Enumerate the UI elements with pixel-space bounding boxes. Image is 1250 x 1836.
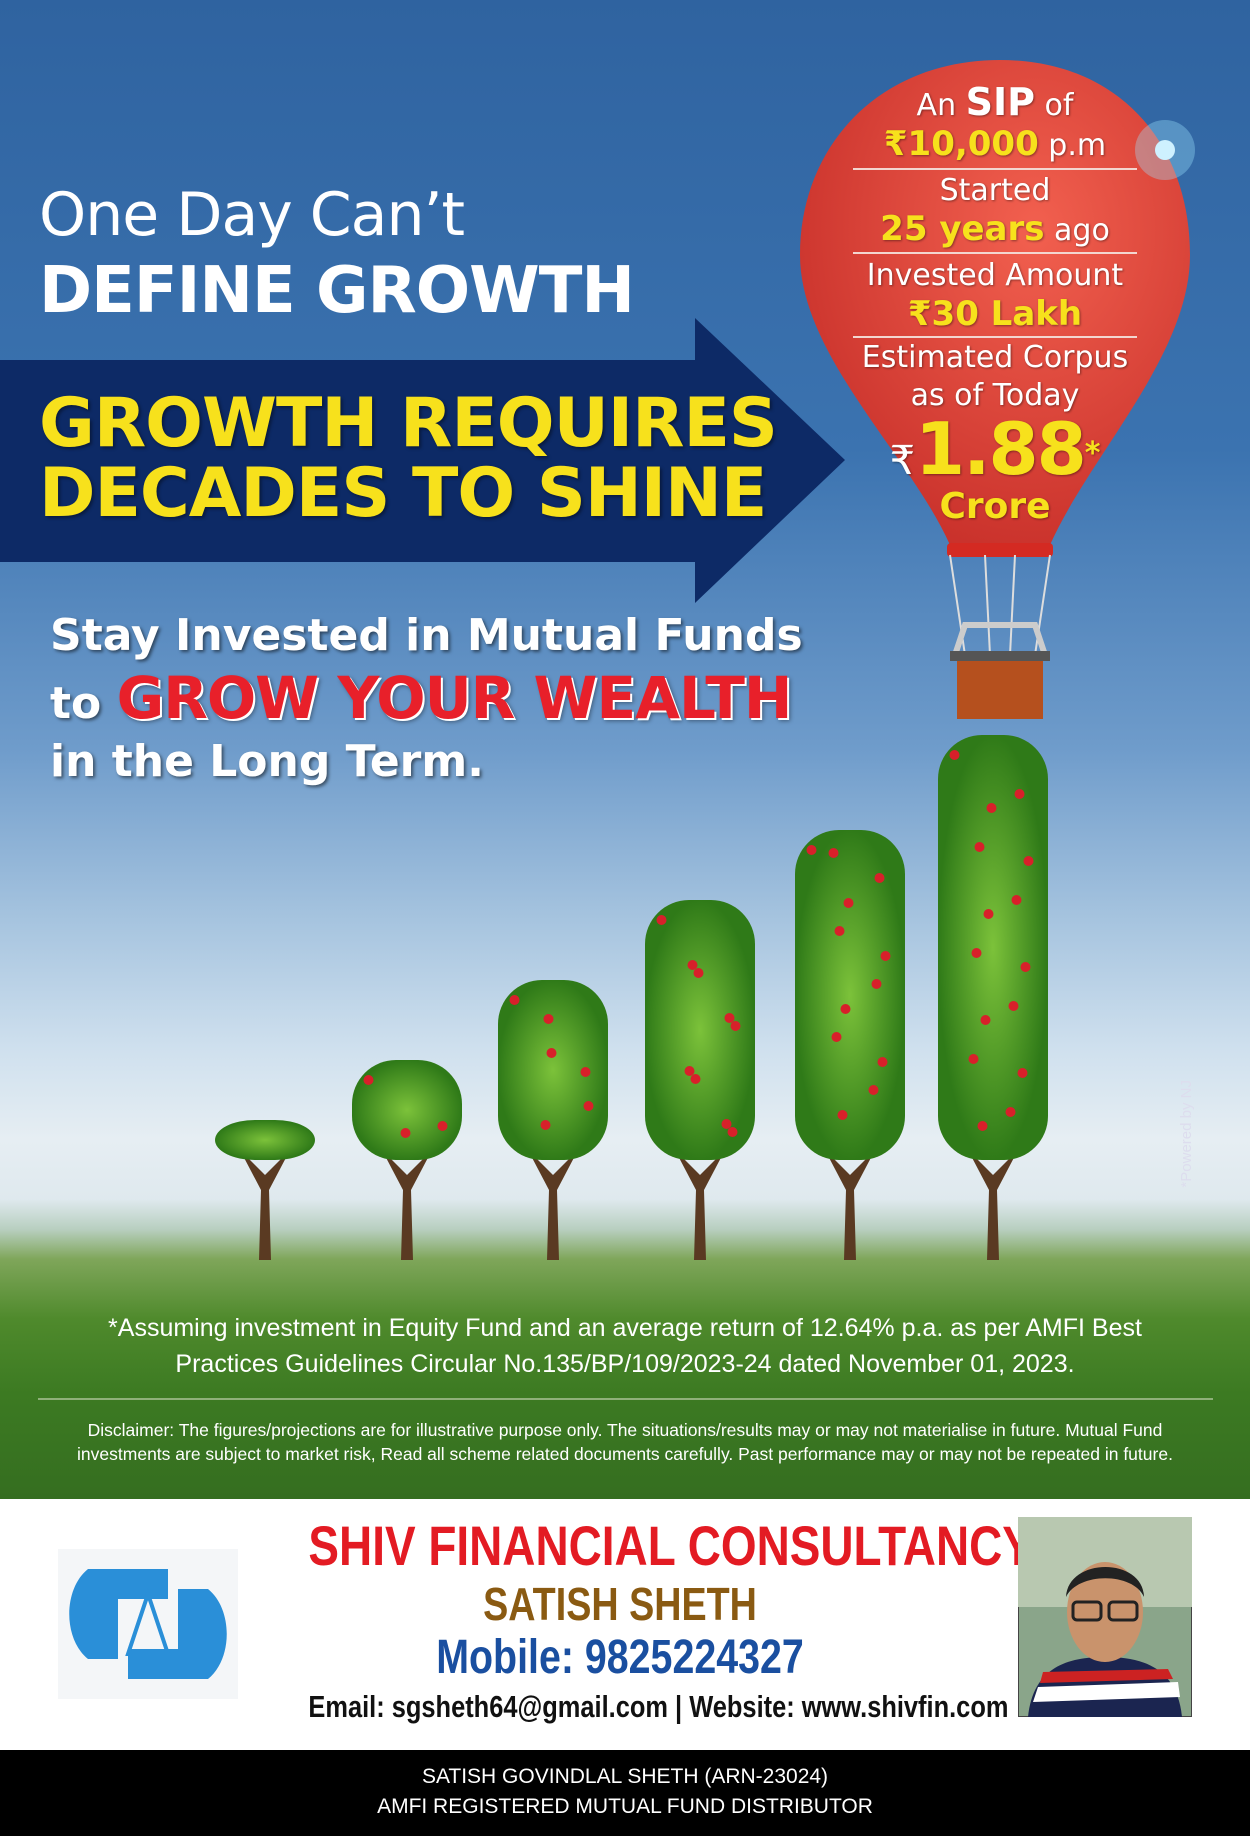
subtext-highlight: GROW YOUR WEALTH [116, 664, 793, 732]
tree [215, 1120, 315, 1260]
disclaimer: Disclaimer: The figures/projections are … [30, 1418, 1220, 1466]
rupee-symbol: ₹ [889, 438, 916, 484]
sip-bold: SIP [965, 80, 1035, 124]
footnote-line1: *Assuming investment in Equity Fund and … [108, 1314, 1142, 1342]
sip-line: An SIP of [850, 83, 1140, 123]
company-logo [58, 1549, 238, 1699]
sip-suffix: of [1034, 88, 1074, 123]
amount-line: ₹10,000 p.m [850, 124, 1140, 164]
hot-air-balloon [800, 60, 1195, 719]
footnote-line2: Practices Guidelines Circular No.135/BP/… [175, 1350, 1075, 1378]
tree [498, 980, 608, 1260]
headline-line1: One Day Can’t [39, 180, 465, 250]
years-suffix: ago [1044, 213, 1110, 248]
invested-value: ₹30 Lakh [907, 294, 1083, 334]
growing-trees-illustration [215, 735, 1048, 1260]
advisor-name: SATISH SHETH [483, 1578, 757, 1630]
banner-line1: GROWTH REQUIRES [39, 384, 778, 463]
powered-by: *Powered by NJ [1178, 1080, 1195, 1188]
corpus-value: 1.88 [915, 407, 1087, 491]
subtext-line1: Stay Invested in Mutual Funds [50, 610, 803, 661]
years-line: 25 years ago [850, 209, 1140, 249]
subtext-line3: in the Long Term. [50, 736, 484, 787]
started-label: Started [939, 173, 1051, 208]
company-name: SHIV FINANCIAL CONSULTANCY [308, 1514, 1033, 1577]
footer-line2: AMFI REGISTERED MUTUAL FUND DISTRIBUTOR [377, 1795, 873, 1818]
corpus-asterisk: * [1084, 436, 1101, 471]
amount-suffix: p.m [1038, 128, 1107, 163]
tree [938, 735, 1048, 1260]
email-website[interactable]: Email: sgsheth64@gmail.com | Website: ww… [308, 1689, 1009, 1724]
disclaimer-line1: Disclaimer: The figures/projections are … [87, 1420, 1163, 1440]
footer-bar: SATISH GOVINDLAL SHETH (ARN-23024) AMFI … [0, 1750, 1250, 1836]
contact-card: SHIV FINANCIAL CONSULTANCY SATISH SHETH … [0, 1499, 1250, 1750]
tree [352, 1060, 462, 1260]
divider [853, 336, 1137, 338]
years-value: 25 years [880, 209, 1045, 249]
mobile-number[interactable]: Mobile: 9825224327 [436, 1631, 804, 1684]
sip-amount: ₹10,000 [883, 124, 1039, 164]
banner-line2: DECADES TO SHINE [39, 454, 767, 533]
divider [853, 252, 1137, 254]
headline-line2: DEFINE GROWTH [39, 254, 635, 328]
tree [795, 830, 905, 1260]
divider [38, 1398, 1213, 1400]
poster: One Day Can’t DEFINE GROWTH GROWTH REQUI… [0, 0, 1250, 1499]
tree [645, 900, 755, 1260]
sip-prefix: An [916, 88, 966, 123]
divider [853, 168, 1137, 170]
arrow-banner [0, 318, 845, 603]
corpus-label2: as of Today [910, 378, 1080, 413]
advisor-photo [1018, 1517, 1192, 1717]
subtext-prefix: to [50, 678, 117, 729]
footer-line1: SATISH GOVINDLAL SHETH (ARN-23024) [421, 1765, 829, 1788]
corpus-unit: Crore [939, 486, 1051, 527]
invested-label: Invested Amount [866, 258, 1124, 293]
disclaimer-line2: investments are subject to market risk, … [77, 1444, 1173, 1464]
corpus-label1: Estimated Corpus [861, 340, 1129, 375]
subtext-line2: to GROW YOUR WEALTH [50, 664, 793, 738]
corpus-line: ₹1.88* [850, 413, 1140, 485]
